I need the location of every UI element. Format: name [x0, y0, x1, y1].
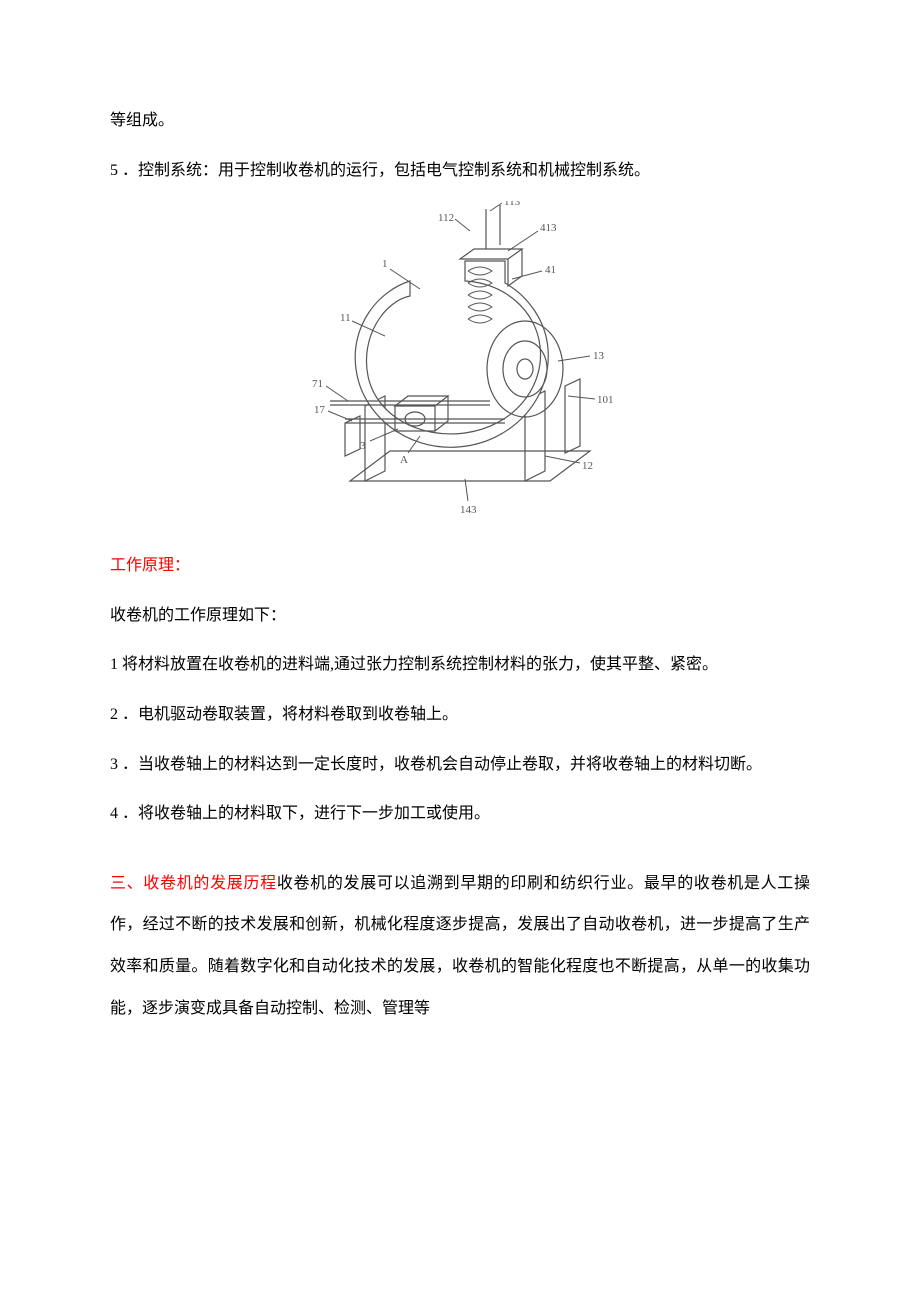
spring-coil-3 [468, 291, 492, 299]
list-item-5: 5 ．控制系统：用于控制收卷机的运行，包括电气控制系统和机械控制系统。 [110, 150, 810, 192]
top-outlet [460, 249, 522, 259]
leader-71 [326, 386, 348, 401]
leader-413 [508, 231, 538, 251]
leader-41 [512, 271, 542, 279]
paragraph-intro: 收卷机的工作原理如下： [110, 595, 810, 637]
step-3: 3 ．当收卷轴上的材料达到一定长度时，收卷机会自动停止卷取，并将收卷轴上的材料切… [110, 744, 810, 786]
label-A: A [400, 454, 408, 466]
base-plate [350, 451, 590, 481]
label-413: 413 [540, 222, 557, 234]
leader-13 [558, 356, 590, 361]
heading-working-principle-text: 工作原理： [110, 557, 190, 574]
leader-143 [465, 479, 468, 501]
label-11: 11 [340, 312, 351, 324]
side-wheel-hub [517, 359, 533, 379]
step-1: 1 将材料放置在收卷机的进料端,通过张力控制系统控制材料的张力，使其平整、紧密。 [110, 644, 810, 686]
label-71: 71 [312, 378, 323, 390]
leader-3 [370, 429, 398, 441]
label-113: 113 [504, 201, 521, 208]
spring-coil-5 [468, 315, 492, 323]
label-41: 41 [545, 264, 556, 276]
shaft-support-left [345, 416, 360, 456]
step-4: 4 ．将收卷轴上的材料取下，进行下一步加工或使用。 [110, 793, 810, 835]
label-3: 3 [360, 440, 366, 452]
label-101: 101 [597, 394, 614, 406]
label-112: 112 [438, 212, 454, 224]
leader-101 [568, 396, 595, 399]
label-17: 17 [314, 404, 326, 416]
spring-coil-4 [468, 303, 492, 311]
heading-history: 三、收卷机的发展历程 [110, 875, 277, 892]
history-body: 收卷机的发展可以追溯到早期的印刷和纺织行业。最早的收卷机是人工操作，经过不断的技… [110, 875, 810, 1017]
heading-working-principle: 工作原理： [110, 545, 810, 587]
paragraph-fragment-1: 等组成。 [110, 100, 810, 142]
leader-112 [455, 219, 470, 231]
document-page: 等组成。 5 ．控制系统：用于控制收卷机的运行，包括电气控制系统和机械控制系统。 [0, 0, 920, 1097]
diagram-container: 113 112 413 1 41 11 71 17 3 A 13 101 12 … [110, 201, 810, 521]
leg-right-back [565, 379, 580, 453]
label-143: 143 [460, 504, 477, 516]
step-2: 2 ．电机驱动卷取装置，将材料卷取到收卷轴上。 [110, 694, 810, 736]
leader-12 [545, 456, 580, 463]
leader-17 [328, 411, 352, 421]
label-1: 1 [382, 258, 388, 270]
winding-machine-diagram: 113 112 413 1 41 11 71 17 3 A 13 101 12 … [290, 201, 630, 521]
label-13: 13 [593, 350, 605, 362]
label-12: 12 [582, 460, 593, 472]
history-paragraph: 三、收卷机的发展历程收卷机的发展可以追溯到早期的印刷和纺织行业。最早的收卷机是人… [110, 863, 810, 1029]
